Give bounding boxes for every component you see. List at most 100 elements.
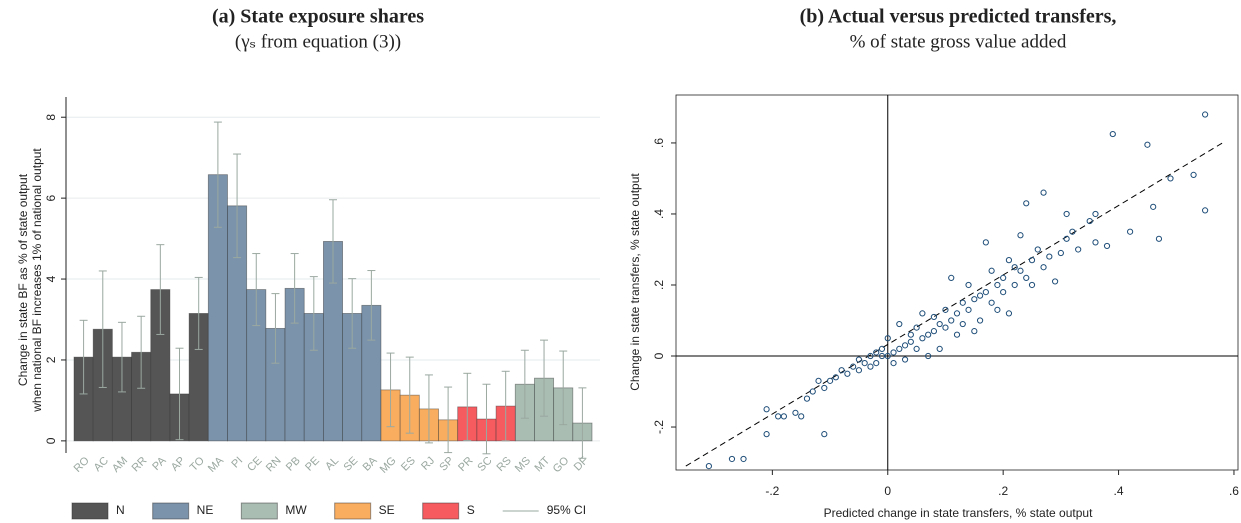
- scatter-point: [930, 313, 938, 321]
- scatter-point: [953, 310, 961, 317]
- panel-a-y-title: when national BF increases 1% of nationa…: [30, 148, 44, 413]
- scatter-point: [867, 363, 874, 370]
- scatter-point: [1023, 200, 1030, 207]
- x-tick-label: BA: [361, 454, 380, 473]
- y-tick-label: 2: [44, 356, 58, 363]
- x-tick-label: MA: [206, 454, 227, 475]
- x-tick-label: RS: [495, 455, 514, 474]
- x-tick-label: RR: [130, 455, 150, 475]
- scatter-point: [1011, 264, 1018, 271]
- scatter-point: [1005, 310, 1013, 317]
- y-tick-label: 0: [44, 437, 58, 444]
- x-tick-label: PR: [456, 455, 475, 474]
- x-tick-label: SP: [437, 455, 456, 474]
- x-tick-label: SC: [475, 455, 494, 474]
- scatter-point: [861, 360, 868, 367]
- scatter-point: [1017, 267, 1024, 274]
- legend-label: NE: [197, 503, 214, 517]
- scatter-point: [878, 352, 886, 360]
- x-tick-label: GO: [551, 454, 572, 475]
- scatter-point: [1167, 175, 1174, 182]
- scatter-point: [1109, 130, 1116, 138]
- scatter-point: [1150, 203, 1157, 210]
- legend-label: SE: [379, 503, 395, 517]
- x-tick-label: PA: [150, 454, 169, 473]
- scatter-point: [1127, 228, 1134, 235]
- scatter-point: [728, 455, 736, 463]
- scatter-point: [1051, 278, 1059, 285]
- legend-swatch: [152, 502, 190, 520]
- scatter-point: [867, 352, 874, 360]
- panel-a-subtitle: (γₛ from equation (3)): [235, 31, 401, 52]
- scatter-point: [1063, 235, 1070, 242]
- scatter-point: [873, 349, 880, 356]
- x-tick-label: .6: [1229, 484, 1239, 498]
- scatter-point: [855, 356, 863, 363]
- scatter-point: [838, 367, 845, 374]
- scatter-point: [982, 239, 989, 246]
- y-tick-label: 4: [44, 275, 58, 282]
- legend-label: 95% CI: [547, 503, 586, 517]
- scatter-point: [780, 413, 787, 420]
- x-tick-label: TO: [188, 454, 207, 473]
- scatter-point: [1034, 246, 1041, 253]
- scatter-point: [1075, 246, 1082, 253]
- panel-b-y-title: Change in state transfers, % state outpu…: [628, 173, 642, 391]
- scatter-point: [890, 349, 897, 356]
- scatter-point: [1202, 111, 1209, 118]
- scatter-point: [959, 299, 966, 306]
- scatter-point: [901, 342, 909, 349]
- scatter-point: [948, 274, 955, 281]
- scatter-point: [821, 431, 828, 438]
- scatter-point: [965, 281, 972, 289]
- scatter-point: [982, 288, 989, 296]
- x-tick-label: -.2: [765, 484, 779, 498]
- scatter-point: [919, 335, 926, 342]
- scatter-point: [971, 328, 978, 335]
- scatter-point: [948, 317, 955, 324]
- scatter-point: [994, 281, 1001, 289]
- x-tick-label: RJ: [419, 455, 437, 473]
- scatter-point: [988, 299, 995, 306]
- scatter-point: [1000, 288, 1007, 296]
- scatter-point: [1103, 242, 1111, 250]
- scatter-point: [1086, 217, 1093, 225]
- scatter-point: [936, 320, 943, 328]
- scatter-point: [1023, 274, 1030, 281]
- scatter-point: [1144, 141, 1151, 148]
- scatter-point: [965, 306, 972, 313]
- x-tick-label: SE: [341, 455, 360, 474]
- y-tick-label: -.2: [652, 420, 666, 434]
- scatter-point: [1040, 189, 1047, 196]
- scatter-point: [884, 335, 891, 342]
- y-tick-label: 6: [44, 194, 58, 201]
- scatter-point: [705, 462, 712, 470]
- x-tick-label: DF: [572, 454, 591, 473]
- scatter-point: [1000, 274, 1007, 281]
- y-tick-label: 0: [652, 352, 666, 359]
- scatter-point: [1028, 281, 1036, 289]
- legend-swatch: [71, 502, 109, 520]
- scatter-point: [901, 356, 909, 363]
- scatter-point: [850, 363, 857, 370]
- scatter-point: [942, 306, 949, 313]
- x-tick-label: MT: [532, 454, 552, 474]
- scatter-point: [1155, 235, 1163, 242]
- scatter-point: [976, 292, 984, 299]
- x-tick-label: AC: [92, 455, 111, 474]
- panel-b-x-title: Predicted change in state transfers, % s…: [824, 506, 1093, 520]
- scatter-point: [844, 370, 851, 377]
- scatter-point: [913, 345, 920, 353]
- scatter-point: [740, 455, 747, 463]
- y-tick-label: .2: [652, 280, 666, 290]
- scatter-point: [1028, 257, 1036, 264]
- scatter-point: [1005, 257, 1013, 264]
- scatter-point: [855, 367, 863, 374]
- legend-label: N: [116, 503, 125, 517]
- x-tick-label: MG: [378, 455, 399, 476]
- scatter-point: [832, 374, 839, 381]
- scatter-point: [919, 310, 926, 317]
- scatter-point: [976, 317, 984, 324]
- scatter-point: [936, 345, 943, 353]
